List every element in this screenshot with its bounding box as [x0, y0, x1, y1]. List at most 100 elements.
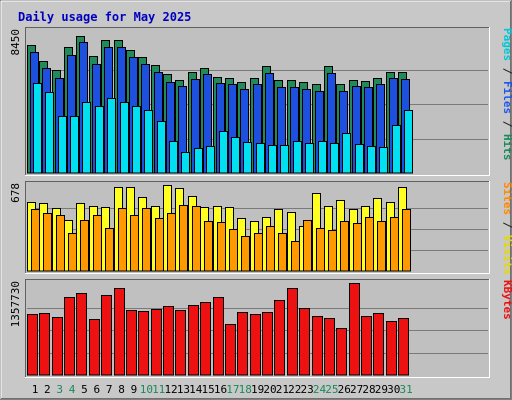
bar-kbytes-day-8	[114, 288, 125, 376]
panel-max-label: 678	[9, 183, 22, 203]
day-label: 31	[399, 383, 412, 396]
day-label: 17	[226, 383, 239, 396]
bar-kbytes-day-12	[163, 306, 174, 376]
panel-side-label: Pages / Files / Hits	[501, 28, 512, 161]
bar-pages-day-23	[305, 143, 314, 174]
bar-pages-day-6	[95, 106, 104, 174]
bar-sites-day-26	[340, 221, 349, 272]
bar-pages-day-12	[169, 141, 178, 174]
bar-sites-day-24	[316, 228, 325, 272]
day-label: 20	[263, 383, 276, 396]
bar-pages-day-3	[58, 116, 67, 174]
bar-sites-day-25	[328, 230, 337, 272]
bar-sites-day-21	[278, 233, 287, 272]
panel-side-label: Sites / Visits	[501, 182, 512, 275]
bar-pages-day-26	[342, 133, 351, 174]
day-label: 5	[81, 383, 88, 396]
day-label: 16	[214, 383, 227, 396]
bar-pages-day-10	[144, 110, 153, 174]
bar-pages-day-11	[157, 121, 166, 174]
day-label: 14	[189, 383, 203, 396]
bar-pages-day-28	[367, 146, 376, 174]
panel-2: 678 Sites / Visits	[9, 181, 512, 275]
bar-pages-day-14	[194, 148, 203, 174]
side-label-part: Sites	[501, 182, 512, 215]
bar-sites-day-3	[56, 215, 65, 272]
bar-pages-day-20	[268, 145, 277, 174]
bar-kbytes-day-27	[349, 283, 360, 376]
bar-sites-day-29	[377, 221, 386, 272]
bar-kbytes-day-20	[262, 312, 273, 376]
day-label: 25	[325, 383, 338, 396]
side-label-part: Pages	[501, 28, 512, 61]
series-kbytes	[27, 283, 409, 376]
bar-sites-day-17	[229, 229, 238, 272]
bar-pages-day-25	[330, 143, 339, 174]
side-label-part: KBytes	[501, 280, 512, 320]
bar-kbytes-day-15	[200, 302, 211, 376]
bar-kbytes-day-3	[52, 317, 63, 376]
day-label: 7	[106, 383, 113, 396]
panel-side-label: KBytes	[501, 280, 512, 320]
bar-kbytes-day-11	[151, 309, 162, 376]
bar-kbytes-day-2	[39, 313, 50, 376]
bar-kbytes-day-19	[250, 314, 261, 376]
bar-kbytes-day-13	[175, 310, 186, 376]
bar-kbytes-day-24	[312, 316, 323, 376]
day-label: 24	[313, 383, 327, 396]
day-label: 8	[118, 383, 125, 396]
bar-sites-day-19	[254, 233, 263, 272]
bar-sites-day-10	[142, 208, 151, 272]
side-label-part: Files	[501, 81, 512, 114]
day-label: 23	[301, 383, 314, 396]
bar-pages-day-29	[379, 147, 388, 174]
day-label: 15	[202, 383, 215, 396]
day-label: 13	[177, 383, 190, 396]
bar-kbytes-day-4	[64, 297, 75, 376]
bar-kbytes-day-1	[27, 314, 38, 376]
bar-kbytes-day-21	[274, 300, 285, 376]
side-label-part: /	[501, 61, 512, 81]
x-axis-day-labels: 1 2 3 4 5 6 7 8 9 10 11 12 13 14 15 16 17 18 19 20 21 22 23 24 2…	[32, 383, 413, 396]
bar-pages-day-30	[392, 125, 401, 174]
day-label: 4	[69, 383, 76, 396]
chart-title: Daily usage for May 2025	[18, 10, 191, 24]
bar-kbytes-day-5	[76, 293, 87, 376]
bar-pages-day-7	[107, 98, 116, 174]
day-label: 21	[276, 383, 289, 396]
bar-kbytes-day-18	[237, 312, 248, 376]
panel-max-label: 1357730	[9, 281, 22, 327]
day-label: 2	[44, 383, 51, 396]
day-label: 1	[32, 383, 39, 396]
bar-kbytes-day-31	[398, 318, 409, 376]
bar-pages-day-9	[132, 106, 141, 174]
side-label-part: /	[501, 114, 512, 134]
day-label: 19	[251, 383, 264, 396]
bar-pages-day-2	[45, 92, 54, 174]
bar-kbytes-day-25	[324, 318, 335, 376]
bar-pages-day-1	[33, 83, 42, 174]
bar-pages-day-15	[206, 146, 215, 174]
day-label: 18	[239, 383, 252, 396]
panel-3: 1357730 KBytes	[9, 279, 512, 378]
bar-pages-day-8	[120, 102, 129, 174]
bar-sites-day-12	[167, 213, 176, 272]
bar-sites-day-22	[291, 241, 300, 272]
series-sites	[31, 205, 411, 272]
bar-kbytes-day-14	[188, 305, 199, 376]
bar-pages-day-31	[404, 110, 413, 174]
bar-sites-day-6	[93, 215, 102, 272]
bar-sites-day-15	[204, 221, 213, 272]
bar-sites-day-2	[43, 213, 52, 272]
bar-kbytes-day-26	[336, 328, 347, 376]
bar-pages-day-21	[280, 145, 289, 174]
bar-kbytes-day-22	[287, 288, 298, 376]
bar-sites-day-4	[68, 233, 77, 272]
bar-kbytes-day-28	[361, 316, 372, 376]
bar-sites-day-5	[80, 220, 89, 272]
day-label: 28	[362, 383, 375, 396]
bar-sites-day-18	[241, 236, 250, 272]
bar-sites-day-8	[118, 208, 127, 272]
day-label: 27	[350, 383, 363, 396]
